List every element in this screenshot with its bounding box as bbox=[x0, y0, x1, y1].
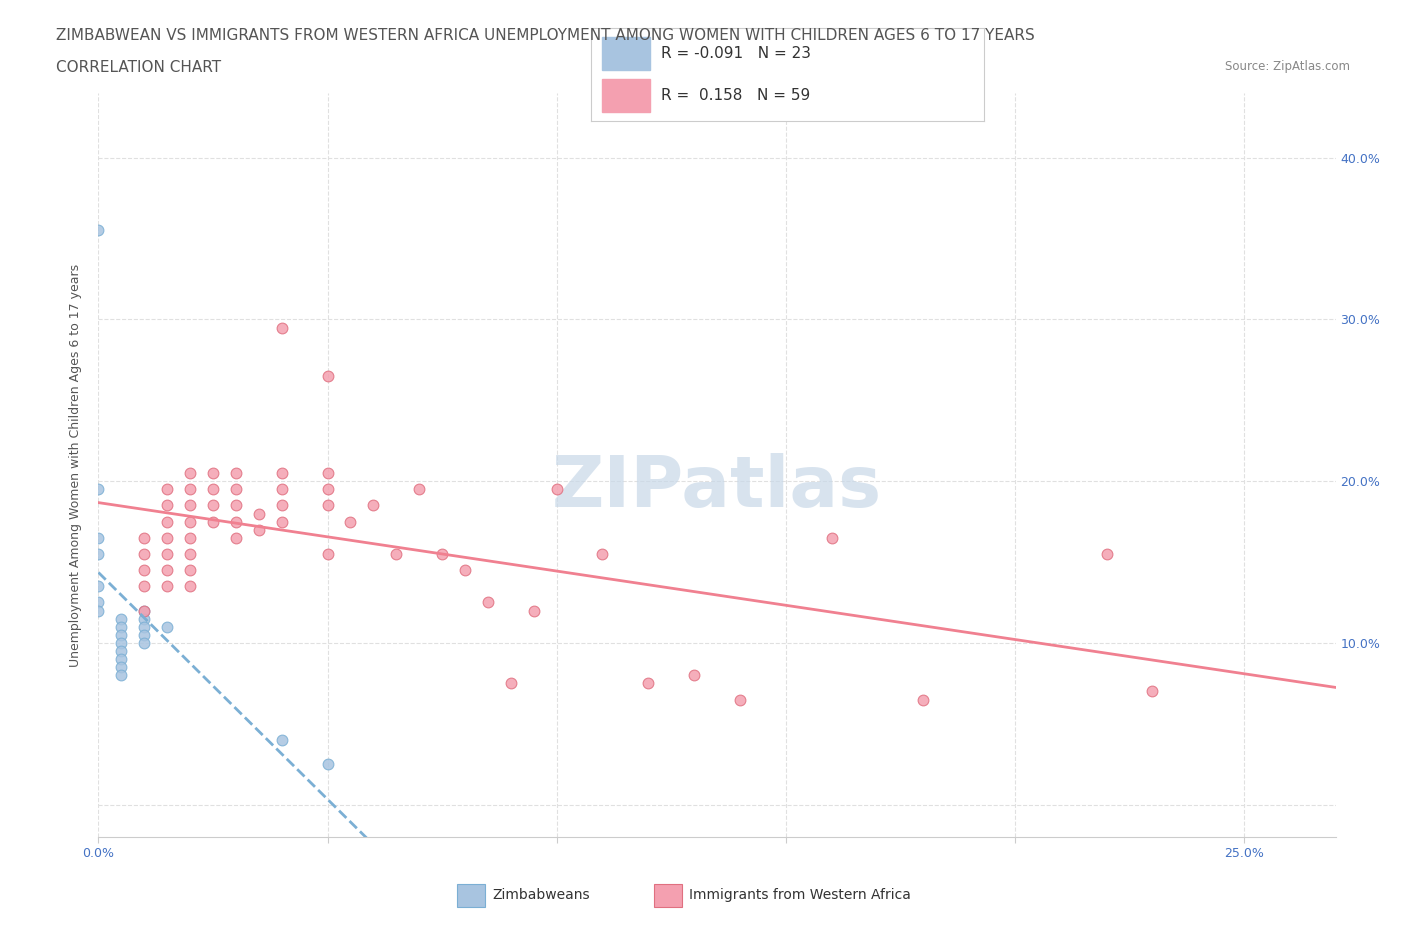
Point bbox=[408, 482, 430, 497]
Point bbox=[87, 530, 110, 545]
Point bbox=[316, 482, 339, 497]
Text: Immigrants from Western Africa: Immigrants from Western Africa bbox=[689, 887, 911, 902]
Point bbox=[156, 578, 179, 593]
Point bbox=[225, 482, 247, 497]
Point bbox=[247, 506, 270, 521]
Point bbox=[201, 514, 224, 529]
Point bbox=[156, 547, 179, 562]
Point bbox=[201, 466, 224, 481]
Point bbox=[156, 482, 179, 497]
Point bbox=[316, 466, 339, 481]
Point bbox=[87, 223, 110, 238]
Point bbox=[134, 547, 156, 562]
Text: ZIMBABWEAN VS IMMIGRANTS FROM WESTERN AFRICA UNEMPLOYMENT AMONG WOMEN WITH CHILD: ZIMBABWEAN VS IMMIGRANTS FROM WESTERN AF… bbox=[56, 28, 1035, 43]
Bar bbox=[602, 79, 650, 112]
Point bbox=[592, 547, 614, 562]
Point bbox=[270, 514, 292, 529]
Point bbox=[316, 757, 339, 772]
Point bbox=[683, 668, 706, 683]
Point bbox=[820, 530, 842, 545]
Point bbox=[179, 466, 201, 481]
Point bbox=[110, 628, 132, 643]
Text: Zimbabweans: Zimbabweans bbox=[492, 887, 589, 902]
Point bbox=[179, 547, 201, 562]
Text: ZIPatlas: ZIPatlas bbox=[553, 453, 882, 522]
Point bbox=[225, 466, 247, 481]
Point bbox=[339, 514, 361, 529]
Point bbox=[316, 498, 339, 512]
Text: CORRELATION CHART: CORRELATION CHART bbox=[56, 60, 221, 75]
Point bbox=[247, 523, 270, 538]
Point bbox=[179, 514, 201, 529]
Point bbox=[110, 659, 132, 674]
Point bbox=[477, 595, 499, 610]
Point bbox=[201, 482, 224, 497]
Point bbox=[134, 628, 156, 643]
Point bbox=[134, 578, 156, 593]
Point bbox=[201, 498, 224, 512]
Point bbox=[225, 514, 247, 529]
Point bbox=[156, 498, 179, 512]
Point bbox=[454, 563, 477, 578]
Point bbox=[110, 644, 132, 658]
Point bbox=[134, 635, 156, 650]
Point bbox=[134, 619, 156, 634]
Point bbox=[134, 530, 156, 545]
Point bbox=[179, 578, 201, 593]
Point bbox=[110, 611, 132, 626]
Point bbox=[87, 547, 110, 562]
Point bbox=[156, 530, 179, 545]
Point bbox=[912, 692, 935, 707]
Point bbox=[134, 604, 156, 618]
Point bbox=[270, 466, 292, 481]
Point bbox=[179, 498, 201, 512]
Point bbox=[87, 595, 110, 610]
Point bbox=[87, 482, 110, 497]
Text: R =  0.158   N = 59: R = 0.158 N = 59 bbox=[661, 87, 811, 103]
Point bbox=[225, 530, 247, 545]
Bar bbox=[602, 37, 650, 70]
Point bbox=[134, 563, 156, 578]
Point bbox=[316, 547, 339, 562]
Y-axis label: Unemployment Among Women with Children Ages 6 to 17 years: Unemployment Among Women with Children A… bbox=[69, 263, 83, 667]
Point bbox=[134, 604, 156, 618]
Point bbox=[523, 604, 546, 618]
Point bbox=[270, 498, 292, 512]
Point bbox=[179, 482, 201, 497]
Point bbox=[728, 692, 751, 707]
Point bbox=[363, 498, 385, 512]
Text: Source: ZipAtlas.com: Source: ZipAtlas.com bbox=[1225, 60, 1350, 73]
Point bbox=[110, 652, 132, 667]
Point bbox=[87, 578, 110, 593]
Point bbox=[270, 482, 292, 497]
Point bbox=[110, 635, 132, 650]
Point bbox=[546, 482, 568, 497]
Point bbox=[225, 498, 247, 512]
Point bbox=[156, 563, 179, 578]
Text: R = -0.091   N = 23: R = -0.091 N = 23 bbox=[661, 46, 811, 61]
Point bbox=[87, 604, 110, 618]
Point bbox=[110, 668, 132, 683]
Point bbox=[637, 676, 659, 691]
Point bbox=[1142, 684, 1164, 698]
Point bbox=[499, 676, 522, 691]
Point bbox=[270, 320, 292, 335]
Point bbox=[179, 530, 201, 545]
Point bbox=[179, 563, 201, 578]
Point bbox=[1095, 547, 1118, 562]
Point bbox=[385, 547, 408, 562]
Point bbox=[156, 514, 179, 529]
Point bbox=[316, 368, 339, 383]
Point bbox=[270, 733, 292, 748]
Point bbox=[156, 619, 179, 634]
Point bbox=[430, 547, 453, 562]
Point bbox=[134, 611, 156, 626]
Point bbox=[110, 619, 132, 634]
